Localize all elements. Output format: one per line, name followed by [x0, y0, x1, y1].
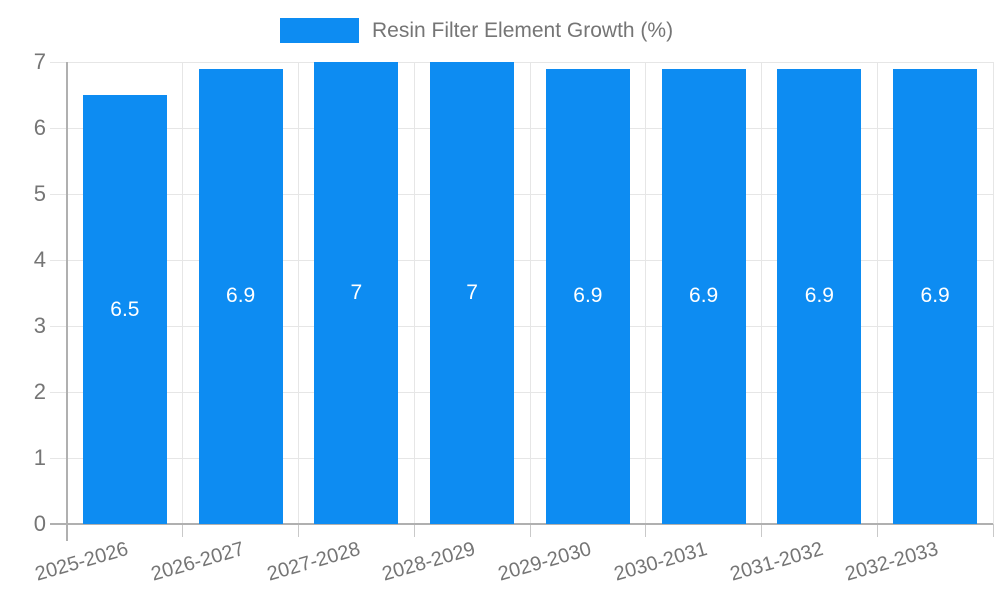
gridline-y-3 [50, 325, 993, 327]
bar-2028-2029[interactable]: 7 [430, 62, 515, 524]
legend-series-label: Resin Filter Element Growth (%) [372, 19, 674, 42]
gridline-x-8 [992, 62, 994, 524]
gridline-x-3 [413, 62, 415, 524]
x-axis-tick-1 [182, 524, 184, 537]
bar-value-label: 6.9 [804, 284, 834, 308]
gridline-x-1 [182, 62, 184, 524]
bar-value-label: 7 [466, 281, 478, 304]
x-axis-label-2027-2028: 2027-2028 [264, 538, 363, 586]
gridline-y-1 [50, 457, 993, 459]
x-axis-tick-8 [992, 524, 994, 537]
y-axis-tick-label-4: 4 [33, 247, 46, 272]
bar-value-label: 6.9 [573, 284, 603, 308]
bar-value-label: 6.9 [920, 284, 950, 308]
y-axis-tick-label-2: 2 [33, 379, 46, 404]
y-axis-tick-label-0: 0 [33, 511, 46, 536]
x-axis-label-2032-2033: 2032-2033 [843, 538, 942, 586]
bar-2029-2030[interactable]: 6.9 [545, 68, 630, 524]
gridline-y-5 [50, 193, 993, 195]
x-axis-label-2030-2031: 2030-2031 [611, 538, 710, 586]
gridline-y-7 [50, 61, 993, 63]
bar-2032-2033[interactable]: 6.9 [893, 68, 978, 524]
y-axis-tick-label-7: 7 [33, 49, 46, 74]
y-axis-tick-label-1: 1 [33, 445, 46, 470]
bar-value-label: 6.9 [689, 284, 719, 308]
x-axis-label-2028-2029: 2028-2029 [380, 538, 479, 586]
bar-value-label: 6.5 [110, 297, 140, 321]
bar-2027-2028[interactable]: 7 [314, 62, 399, 524]
gridline-x-5 [645, 62, 647, 524]
x-axis-line [50, 523, 993, 525]
y-axis-tick-label-3: 3 [33, 313, 46, 338]
gridline-y-2 [50, 391, 993, 393]
x-axis-tick-6 [761, 524, 762, 537]
gridline-x-2 [298, 62, 299, 524]
bar-2031-2032[interactable]: 6.9 [777, 68, 862, 524]
x-axis-tick-4 [529, 524, 531, 537]
x-axis-label-2029-2030: 2029-2030 [495, 538, 594, 586]
bar-value-label: 7 [350, 281, 363, 304]
legend[interactable]: Resin Filter Element Growth (%) [280, 18, 673, 43]
y-axis-tick-label-6: 6 [33, 115, 46, 140]
y-axis-line [66, 62, 68, 541]
x-axis-tick-2 [298, 524, 299, 537]
bar-2026-2027[interactable]: 6.9 [198, 68, 283, 524]
legend-color-swatch [280, 18, 359, 43]
x-axis-label-2031-2032: 2031-2032 [727, 538, 826, 586]
x-axis-label-2026-2027: 2026-2027 [148, 538, 247, 586]
bar-2030-2031[interactable]: 6.9 [661, 68, 746, 524]
y-axis-tick-label-5: 5 [33, 181, 46, 206]
x-axis-tick-7 [876, 524, 878, 537]
gridline-x-6 [761, 62, 762, 524]
bar-value-label: 6.9 [226, 284, 256, 308]
x-axis-label-2025-2026: 2025-2026 [32, 538, 131, 586]
gridline-x-7 [876, 62, 878, 524]
gridline-y-6 [50, 127, 993, 129]
gridline-x-4 [529, 62, 531, 524]
x-axis-tick-5 [645, 524, 647, 537]
x-axis-tick-3 [413, 524, 415, 537]
gridline-y-4 [50, 259, 993, 261]
bar-2025-2026[interactable]: 6.5 [82, 95, 167, 524]
